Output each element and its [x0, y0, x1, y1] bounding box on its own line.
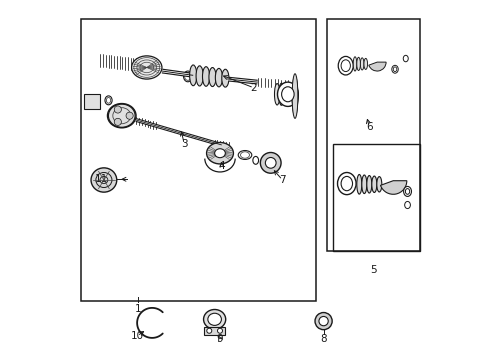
Ellipse shape — [338, 172, 356, 195]
Bar — [84, 94, 100, 109]
Ellipse shape — [279, 83, 284, 105]
Ellipse shape — [190, 65, 197, 86]
Ellipse shape — [338, 57, 353, 75]
Circle shape — [218, 328, 222, 333]
Bar — [81, 19, 317, 301]
Ellipse shape — [292, 74, 298, 118]
Text: 8: 8 — [320, 334, 327, 344]
Ellipse shape — [274, 84, 280, 105]
Ellipse shape — [132, 56, 162, 79]
Ellipse shape — [283, 83, 289, 106]
Ellipse shape — [108, 104, 135, 127]
Ellipse shape — [215, 68, 222, 87]
Ellipse shape — [207, 143, 233, 164]
Circle shape — [126, 112, 133, 119]
Bar — [327, 19, 420, 251]
Circle shape — [207, 328, 212, 333]
Ellipse shape — [208, 313, 221, 325]
Text: 5: 5 — [370, 265, 377, 275]
Ellipse shape — [341, 60, 350, 72]
Ellipse shape — [287, 82, 293, 106]
Ellipse shape — [353, 57, 357, 71]
Ellipse shape — [292, 76, 298, 116]
Circle shape — [114, 106, 122, 113]
Ellipse shape — [405, 189, 410, 194]
Ellipse shape — [377, 177, 382, 192]
Ellipse shape — [357, 175, 362, 194]
Text: 1: 1 — [135, 303, 141, 314]
Ellipse shape — [357, 57, 360, 71]
Ellipse shape — [266, 157, 276, 168]
Ellipse shape — [292, 80, 298, 112]
Ellipse shape — [364, 58, 368, 69]
Ellipse shape — [292, 83, 298, 109]
Ellipse shape — [260, 153, 281, 173]
Text: 6: 6 — [366, 122, 372, 132]
Ellipse shape — [209, 68, 216, 86]
Ellipse shape — [367, 176, 372, 193]
Text: 2: 2 — [250, 83, 257, 93]
Bar — [333, 144, 420, 251]
Ellipse shape — [372, 176, 377, 193]
Text: 4: 4 — [219, 161, 225, 171]
Text: 11: 11 — [95, 174, 108, 184]
Ellipse shape — [91, 168, 117, 192]
Ellipse shape — [360, 58, 364, 70]
Ellipse shape — [202, 67, 210, 86]
Wedge shape — [369, 62, 386, 71]
Ellipse shape — [292, 82, 297, 107]
Ellipse shape — [341, 176, 352, 191]
Ellipse shape — [222, 69, 229, 87]
Text: 9: 9 — [217, 334, 223, 344]
Ellipse shape — [362, 175, 367, 194]
Ellipse shape — [404, 186, 412, 197]
Ellipse shape — [196, 66, 203, 86]
Text: 10: 10 — [130, 331, 144, 341]
Ellipse shape — [292, 78, 298, 114]
Ellipse shape — [319, 316, 328, 326]
Circle shape — [114, 118, 122, 125]
Ellipse shape — [282, 87, 294, 102]
Ellipse shape — [277, 82, 298, 107]
Bar — [204, 327, 225, 335]
Text: 3: 3 — [181, 139, 188, 149]
Text: 7: 7 — [279, 175, 286, 185]
Wedge shape — [381, 181, 407, 194]
Ellipse shape — [215, 149, 225, 158]
Ellipse shape — [203, 310, 226, 329]
Ellipse shape — [315, 312, 332, 330]
